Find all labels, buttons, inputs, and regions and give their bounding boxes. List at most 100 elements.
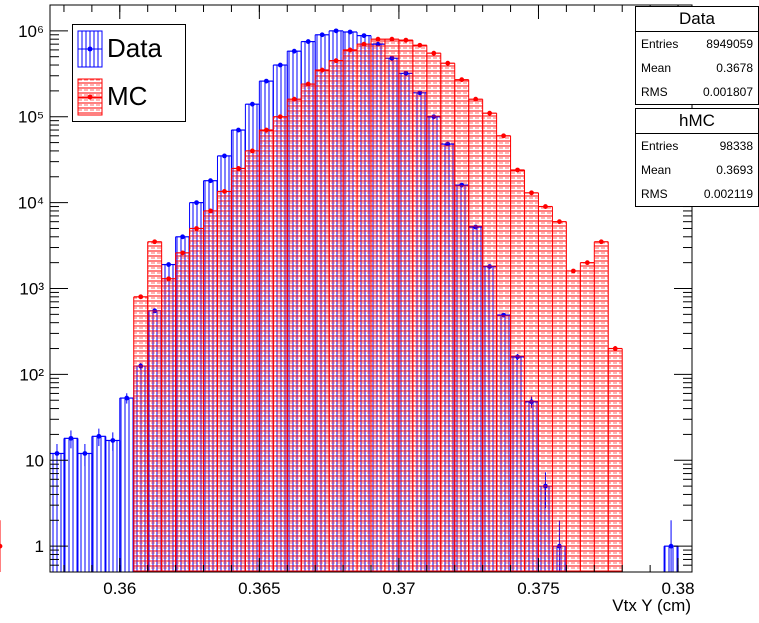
- mc-marker: [208, 208, 213, 214]
- mc-bar: [398, 40, 413, 573]
- mc-marker: [277, 114, 283, 120]
- mc-marker: [543, 204, 548, 209]
- mc-marker: [417, 42, 423, 48]
- mc-marker: [389, 36, 395, 42]
- mc-marker: [612, 346, 618, 351]
- mc-bar: [189, 228, 204, 572]
- data-bar: [105, 440, 120, 572]
- mc-bar: [329, 60, 344, 572]
- mc-marker: [249, 148, 255, 154]
- data-marker: [305, 39, 311, 44]
- stats-box-data: Data Entries 8949059 Mean 0.3678 RMS 0.0…: [635, 6, 759, 105]
- mc-bar: [580, 262, 595, 572]
- mc-bar: [496, 135, 511, 572]
- data-bar: [91, 436, 106, 572]
- data-marker: [236, 127, 241, 133]
- y-tick-label: 1: [35, 537, 44, 556]
- stats-row-entries: Entries 98338: [636, 134, 758, 158]
- y-tick-label: 10⁶: [18, 22, 44, 41]
- legend: Data MC: [72, 24, 186, 122]
- mc-marker: [584, 260, 590, 266]
- stats-label: Mean: [641, 61, 672, 75]
- stats-row-mean: Mean 0.3678: [636, 56, 758, 80]
- mc-marker: [0, 543, 3, 549]
- mc-marker: [557, 219, 562, 225]
- mc-bar: [231, 168, 246, 572]
- mc-bar: [510, 169, 525, 573]
- y-tick-label: 10²: [19, 365, 44, 384]
- axes: 0.36 0.365 0.37 0.375 0.38 1 10 10² 10³ 10⁴ 10⁵ 10⁶: [18, 4, 695, 598]
- x-tick-label: 0.365: [238, 579, 281, 598]
- mc-bar: [482, 113, 497, 572]
- mc-bar: [468, 99, 483, 572]
- y-tick-label: 10: [25, 451, 44, 470]
- stats-value: 0.3678: [716, 61, 753, 75]
- x-tick-label: 0.37: [382, 579, 415, 598]
- mc-marker: [473, 96, 479, 102]
- mc-bar: [594, 241, 609, 572]
- mc-marker: [529, 190, 534, 196]
- mc-bar: [552, 221, 567, 572]
- mc-marker: [333, 58, 339, 64]
- legend-swatch-data: [77, 30, 103, 68]
- mc-marker: [487, 110, 493, 116]
- mc-bar: [315, 70, 330, 573]
- x-tick-label: 0.38: [661, 579, 694, 598]
- stats-value: 0.3693: [716, 163, 753, 177]
- stats-value: 0.001807: [702, 85, 753, 99]
- y-tick-label: 10³: [19, 280, 44, 299]
- data-marker: [110, 438, 116, 443]
- mc-marker: [291, 96, 297, 102]
- stats-box-mc: hMC Entries 98338 Mean 0.3693 RMS 0.0021…: [635, 108, 759, 207]
- mc-marker: [501, 133, 506, 139]
- mc-marker: [403, 37, 409, 43]
- data-marker: [668, 543, 674, 549]
- mc-marker: [222, 189, 227, 194]
- mc-marker: [263, 127, 269, 133]
- mc-marker: [138, 294, 144, 300]
- mc-bar: [538, 206, 553, 572]
- data-marker: [82, 451, 88, 456]
- data-marker: [208, 178, 213, 184]
- mc-marker: [375, 36, 381, 42]
- stats-title: Data: [636, 7, 758, 32]
- mc-bar: [273, 116, 288, 573]
- stats-title: hMC: [636, 109, 758, 134]
- mc-bar: [440, 63, 455, 573]
- stats-label: RMS: [641, 85, 668, 99]
- data-marker: [166, 262, 172, 267]
- data-bar: [63, 438, 78, 572]
- mc-bar: [343, 49, 358, 573]
- data-marker: [333, 28, 339, 34]
- data-marker: [68, 435, 74, 441]
- mc-bar: [245, 150, 260, 572]
- mc-bar: [161, 278, 176, 572]
- data-marker: [249, 101, 255, 107]
- x-axis-title: Vtx Y (cm): [612, 596, 691, 615]
- mc-bar: [566, 270, 581, 572]
- stats-row-mean: Mean 0.3693: [636, 158, 758, 182]
- stats-row-rms: RMS 0.002119: [636, 182, 758, 206]
- y-tick-label: 10⁴: [18, 194, 44, 213]
- mc-marker: [431, 50, 437, 56]
- data-bar: [77, 453, 92, 572]
- mc-bar: [203, 210, 218, 573]
- mc-marker: [347, 47, 353, 53]
- x-tick-label: 0.375: [517, 579, 560, 598]
- legend-label-data: Data: [107, 33, 162, 63]
- mc-bar: [147, 241, 162, 572]
- data-marker: [277, 62, 283, 68]
- mc-marker: [570, 268, 576, 274]
- stats-label: Mean: [641, 163, 672, 177]
- stats-row-entries: Entries 8949059: [636, 32, 758, 56]
- mc-marker: [152, 239, 158, 245]
- mc-bar: [454, 79, 469, 572]
- data-marker: [319, 32, 325, 38]
- data-marker: [347, 29, 353, 35]
- mc-marker: [305, 81, 311, 87]
- legend-swatch-mc: [77, 78, 103, 116]
- data-marker: [263, 78, 269, 84]
- x-tick-label: 0.36: [103, 579, 136, 598]
- mc-bar: [412, 45, 427, 572]
